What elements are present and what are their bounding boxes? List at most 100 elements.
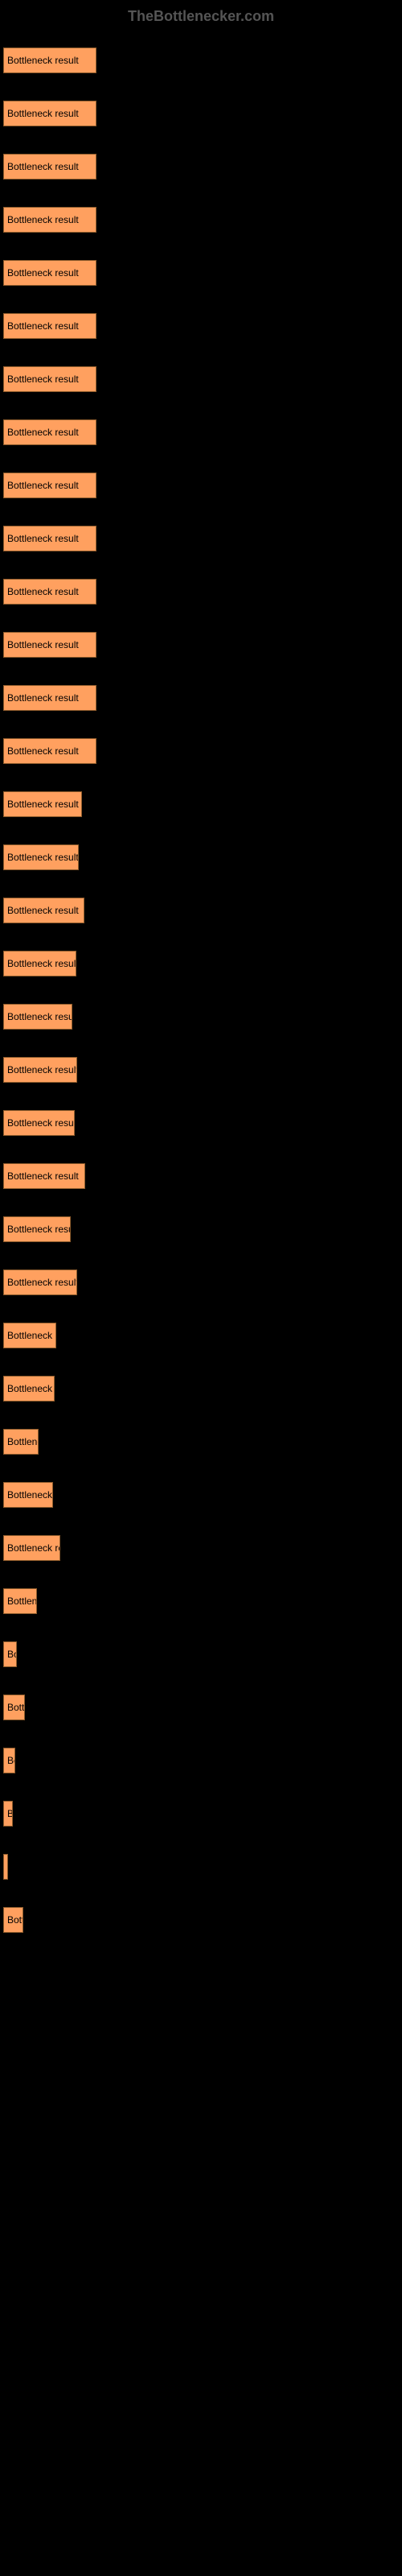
bar: Bottleneck result (3, 1801, 13, 1827)
bar: Bottleneck result (3, 844, 79, 870)
bar-label: Bottleneck result (7, 1383, 55, 1394)
bar-label: Bottleneck result (7, 1649, 17, 1660)
bar: Bottleneck result (3, 1695, 25, 1720)
chart-row: .Bottleneck result (3, 566, 399, 605)
bar-label: Bottleneck result (7, 427, 79, 438)
bar-label: Bottleneck result (7, 1489, 53, 1501)
bar-label: Bottleneck result (7, 1224, 71, 1235)
bar-container: Bottleneck result (3, 1376, 399, 1402)
chart-row: .Bottleneck result (3, 885, 399, 923)
bar-container: Bottleneck result (3, 1323, 399, 1348)
bar-container: Bottleneck result (3, 579, 399, 605)
chart-row: .Bottleneck result (3, 1469, 399, 1508)
bar-label: Bottleneck result (7, 1011, 72, 1022)
bar: Bottleneck result (3, 1748, 15, 1773)
bar-label: Bottleneck result (7, 1170, 79, 1182)
bar-container: Bottleneck result (3, 101, 399, 126)
chart-row: .Bottleneck result (3, 778, 399, 817)
bar: Bottleneck result (3, 154, 96, 180)
chart-row: .Bottleneck result (3, 247, 399, 286)
bar: Bottleneck result (3, 47, 96, 73)
chart-row: .Bottleneck result (3, 1097, 399, 1136)
bar-container: Bottleneck result (3, 473, 399, 498)
chart-row: .Bottleneck result (3, 991, 399, 1030)
chart-row: .Bottleneck result (3, 1735, 399, 1773)
chart-row: .Bottleneck result (3, 1150, 399, 1189)
bar: Bottleneck result (3, 685, 96, 711)
watermark: TheBottlenecker.com (0, 8, 402, 25)
chart-row: .Bottleneck result (3, 407, 399, 445)
bar-label: Bottleneck result (7, 374, 79, 385)
chart-row: .Bottleneck result (3, 1363, 399, 1402)
chart-row: .Bottleneck result (3, 1788, 399, 1827)
bar: Bottleneck result (3, 1110, 75, 1136)
bar-label: Bottleneck result (7, 480, 79, 491)
bar-label: Bottleneck result (7, 745, 79, 757)
chart-row: .Bottleneck result (3, 1894, 399, 1933)
bar-label: Bottleneck result (7, 586, 79, 597)
bar-container: Bottleneck result (3, 1216, 399, 1242)
chart-row: .Bottleneck result (3, 1682, 399, 1720)
bar-container: Bottleneck result (3, 1429, 399, 1455)
chart-row: .Bottleneck result (3, 938, 399, 976)
bar-container: Bottleneck result (3, 1641, 399, 1667)
bar: Bottleneck result (3, 313, 96, 339)
bar-container: Bottleneck result (3, 1269, 399, 1295)
bar-label: Bottleneck result (7, 1914, 23, 1926)
chart-row: .Bottleneck result (3, 1257, 399, 1295)
bar: Bottleneck result (3, 207, 96, 233)
bar: Bottleneck result (3, 1641, 17, 1667)
bar: Bottleneck result (3, 260, 96, 286)
bar-label: Bottleneck result (7, 1702, 25, 1713)
chart-row: .Bottleneck result (3, 619, 399, 658)
bar-container: Bottleneck result (3, 1163, 399, 1189)
bar-container: Bottleneck result (3, 738, 399, 764)
bar-label: Bottleneck result (7, 1542, 60, 1554)
chart-row: .Bottleneck result (3, 725, 399, 764)
bar-container: Bottleneck result (3, 419, 399, 445)
bar-container: Bottleneck result (3, 1535, 399, 1561)
bar-label: Bottleneck result (7, 692, 79, 704)
bar: Bottleneck result (3, 419, 96, 445)
bar: Bottleneck result (3, 1588, 37, 1614)
bar: Bottleneck result (3, 1163, 85, 1189)
bar-label: Bottleneck result (7, 958, 76, 969)
bar: Bottleneck result (3, 1907, 23, 1933)
chart-row: .Bottleneck result (3, 1575, 399, 1614)
bar-label: Bottleneck result (7, 852, 79, 863)
bar-container: Bottleneck result (3, 898, 399, 923)
chart-row: .Bottleneck result (3, 513, 399, 551)
bar: Bottleneck result (3, 1269, 77, 1295)
chart-row: .Bottleneck result (3, 88, 399, 126)
bar-label: Bottleneck result (7, 108, 79, 119)
bar: Bottleneck result (3, 579, 96, 605)
chart-row: .Bottleneck result (3, 35, 399, 73)
bar: Bottleneck result (3, 526, 96, 551)
chart-row: .Bottleneck result (3, 1203, 399, 1242)
bar-label: Bottleneck result (7, 1436, 39, 1447)
chart-row: .Bottleneck result (3, 141, 399, 180)
bar-label: Bottleneck result (7, 1808, 13, 1819)
chart-row: .Bottleneck result (3, 1629, 399, 1667)
bar-label: Bottleneck result (7, 533, 79, 544)
bar-container: Bottleneck result (3, 526, 399, 551)
chart-row: .Bottleneck result (3, 1044, 399, 1083)
bar: Bottleneck result (3, 1216, 71, 1242)
bar-label: Bottleneck result (7, 1277, 77, 1288)
bar: Bottleneck result (3, 1482, 53, 1508)
bar: Bottleneck result (3, 632, 96, 658)
bar-container: Bottleneck result (3, 1907, 399, 1933)
bar-container: Bottleneck result (3, 207, 399, 233)
bar-container: Bottleneck result (3, 260, 399, 286)
bar: Bottleneck result (3, 738, 96, 764)
bar-label: Bottleneck result (7, 1064, 77, 1075)
bar: Bottleneck result (3, 791, 82, 817)
bar-container: Bottleneck result (3, 632, 399, 658)
chart-row: .Bottleneck result (3, 300, 399, 339)
bar-container: Bottleneck result (3, 1110, 399, 1136)
bar-label: Bottleneck result (7, 1861, 8, 1872)
bar-container: Bottleneck result (3, 154, 399, 180)
bar-container: Bottleneck result (3, 1057, 399, 1083)
chart-row: .Bottleneck result (3, 832, 399, 870)
bar: Bottleneck result (3, 366, 96, 392)
